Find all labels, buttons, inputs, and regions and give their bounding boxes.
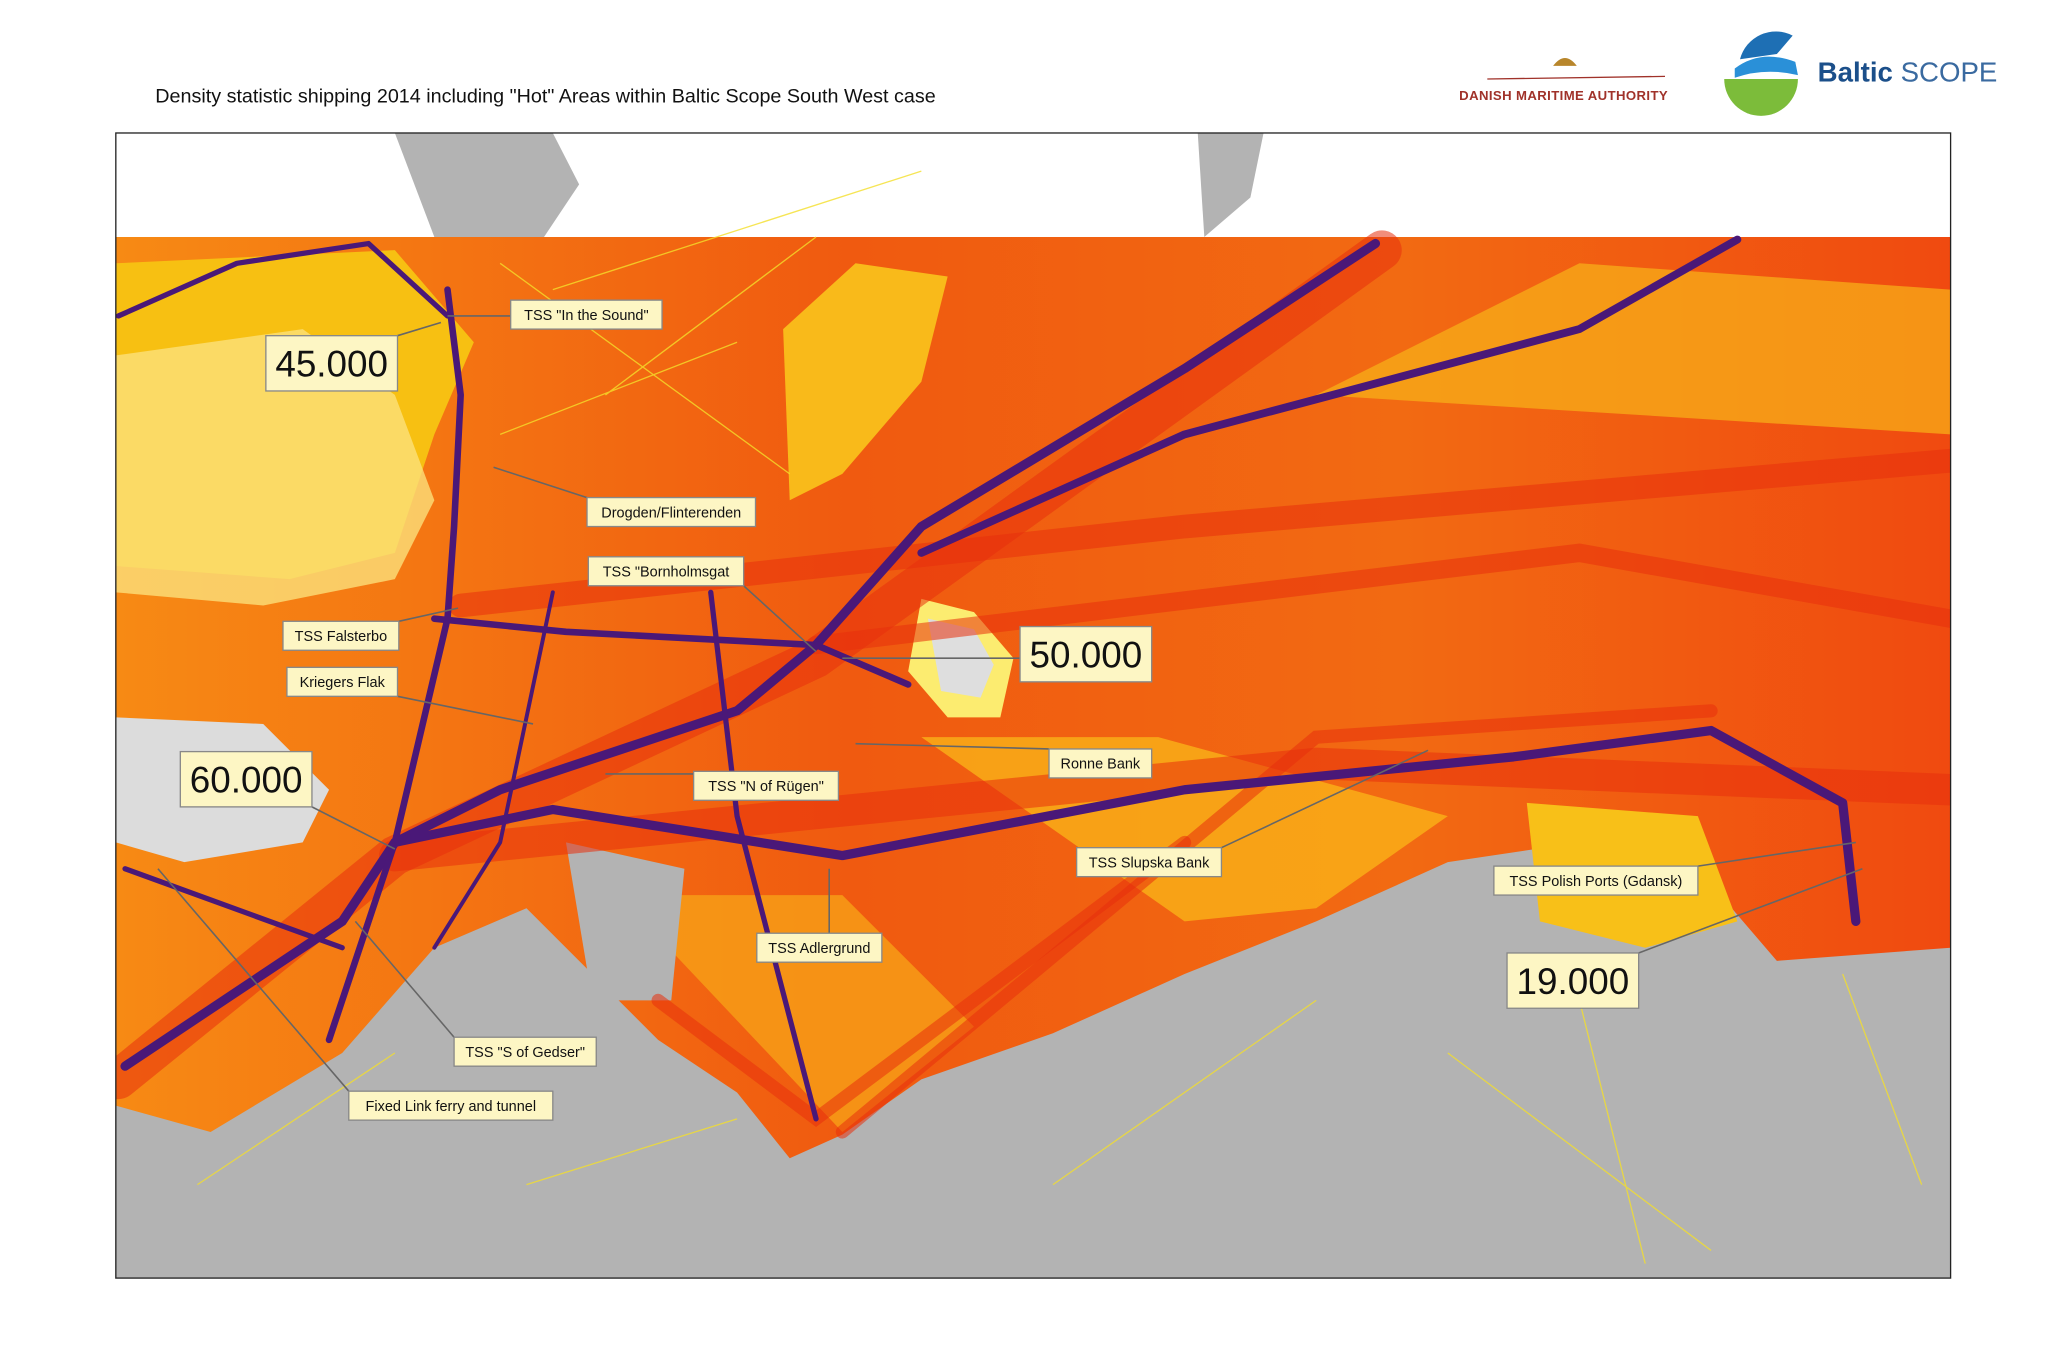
area-label-text: Fixed Link ferry and tunnel <box>366 1099 537 1115</box>
authority-name: Danish Maritime Authority <box>1459 88 1668 103</box>
leader-line <box>855 742 1050 750</box>
volume-label-box <box>265 335 399 392</box>
volume-label-text: 60.000 <box>190 759 303 800</box>
area-label: TSS Polish Ports (Gdansk) <box>1493 841 1856 896</box>
area-label-text: TSS "In the Sound" <box>524 308 649 324</box>
area-label-box <box>692 770 840 801</box>
area-label: TSS "Bornholmsgat <box>587 556 817 653</box>
area-label: TSS Slupska Bank <box>1075 749 1429 878</box>
leader-line <box>157 868 350 1092</box>
area-label-box <box>510 299 663 330</box>
shipping-routes <box>115 235 1861 1122</box>
volume-label-box <box>1019 625 1153 683</box>
map-frame <box>115 132 1952 1279</box>
volume-label-text: 50.000 <box>1030 634 1143 675</box>
leader-line <box>397 695 534 725</box>
volume-label: 19.000 <box>1506 868 1863 1009</box>
leader-line <box>1697 841 1856 867</box>
area-label-box <box>286 666 399 697</box>
area-label-box <box>756 932 883 963</box>
area-label: TSS Falsterbo <box>282 607 459 651</box>
volume-label-text: 45.000 <box>275 343 388 384</box>
area-label: Fixed Link ferry and tunnel <box>157 868 554 1121</box>
area-label-box <box>587 556 745 587</box>
leader-line <box>397 321 442 337</box>
area-label: Ronne Bank <box>855 742 1153 779</box>
leader-line <box>311 806 396 850</box>
area-label-text: TSS Falsterbo <box>295 629 387 645</box>
leader-line <box>398 607 459 623</box>
leader-line <box>493 466 588 499</box>
authority-logo: Danish Maritime Authority <box>1459 57 1668 103</box>
callouts: TSS "In the Sound" Drogden/Flinterenden TS… <box>157 299 1863 1121</box>
area-label-box <box>586 496 757 528</box>
area-label-text: Kriegers Flak <box>300 675 386 691</box>
area-label: Kriegers Flak <box>286 666 534 725</box>
area-label-text: Drogden/Flinterenden <box>601 505 741 521</box>
area-label-text: TSS "Bornholmsgat <box>603 565 730 581</box>
area-label-box <box>453 1036 597 1067</box>
area-label-text: Ronne Bank <box>1061 757 1141 773</box>
volume-label: 60.000 <box>179 750 396 850</box>
volume-label: 45.000 <box>265 321 442 392</box>
leader-line <box>1638 868 1863 954</box>
area-label-text: TSS Polish Ports (Gdansk) <box>1509 874 1682 890</box>
brand-name: Baltic SCOPE <box>1818 57 1998 88</box>
leader-line <box>354 920 455 1038</box>
density-map <box>115 132 1951 1279</box>
volume-label-box <box>179 750 313 808</box>
title: Density statistic shipping 2014 includin… <box>155 86 935 108</box>
area-label-box <box>1075 847 1223 878</box>
area-label: TSS "N of Rügen" <box>605 770 840 801</box>
volume-label: 50.000 <box>842 625 1153 683</box>
area-label-text: TSS "S of Gedser" <box>465 1045 585 1061</box>
brand-logo: Baltic SCOPE <box>1724 31 1998 116</box>
area-label: TSS Adlergrund <box>756 868 883 963</box>
leader-line <box>743 585 817 653</box>
area-label: TSS "In the Sound" <box>447 299 663 330</box>
area-label-box <box>282 620 400 651</box>
area-label-box <box>348 1090 554 1121</box>
area-label-box <box>1048 748 1153 779</box>
area-label: TSS "S of Gedser" <box>354 920 597 1067</box>
volume-label-box <box>1506 952 1640 1009</box>
area-label: Drogden/Flinterenden <box>493 466 757 528</box>
area-label-text: TSS Adlergrund <box>768 941 870 957</box>
area-label-text: TSS Slupska Bank <box>1089 855 1210 871</box>
area-label-box <box>1493 865 1699 896</box>
area-label-text: TSS "N of Rügen" <box>708 779 824 795</box>
volume-label-text: 19.000 <box>1517 961 1630 1002</box>
leader-line <box>1221 749 1429 849</box>
